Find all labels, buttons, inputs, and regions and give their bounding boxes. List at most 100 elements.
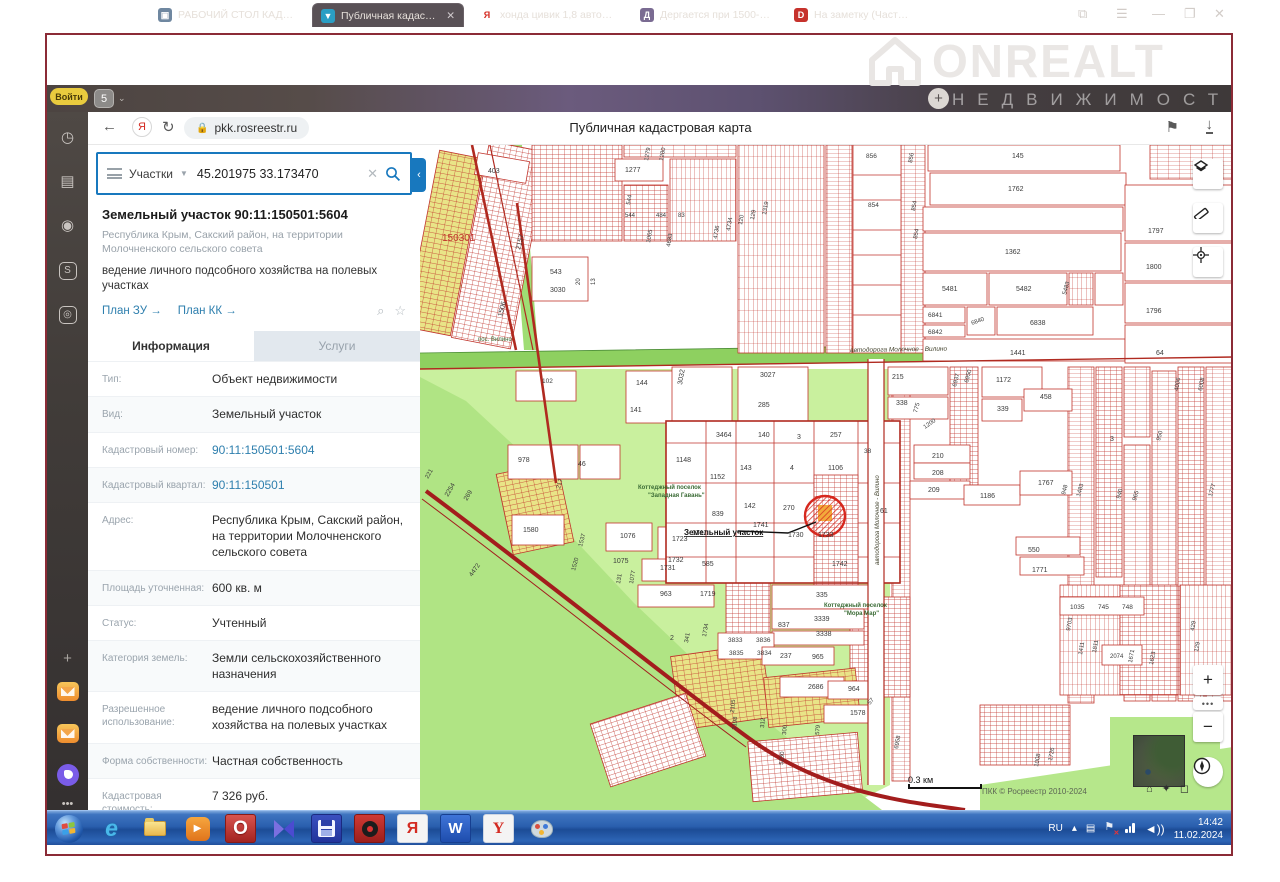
address-bar[interactable]: 🔒 pkk.rosreestr.ru — [184, 117, 310, 139]
parcel-number-label: 3339 — [814, 616, 830, 623]
parcel-number-label: 6937 — [952, 372, 961, 387]
clock[interactable]: 14:42 11.02.2024 — [1174, 816, 1227, 842]
tab-close-icon[interactable]: ✕ — [446, 9, 455, 22]
home-icon[interactable]: ⌂ — [1146, 783, 1162, 795]
chevron-down-icon[interactable]: ▼ — [180, 169, 188, 178]
services-icon[interactable]: S — [47, 260, 88, 280]
back-button[interactable]: ← — [102, 118, 117, 135]
parcel-number-label: 854 — [911, 200, 919, 212]
parcel-number-label: 141 — [630, 407, 642, 414]
screenshot-icon[interactable]: ◎ — [47, 304, 88, 324]
cadastral-number-link[interactable]: 90:11:150501:5604 — [212, 442, 315, 457]
favorite-star-icon[interactable]: ☆ — [394, 303, 406, 319]
plan-kk-link[interactable]: План КК → — [177, 305, 237, 318]
zoom-levels-button[interactable]: ••• — [1193, 697, 1223, 710]
play-icon: ▶ — [185, 816, 210, 841]
word-button[interactable]: W — [440, 814, 471, 843]
red-eye-app-button[interactable] — [354, 814, 385, 843]
locate-button[interactable] — [1193, 247, 1223, 277]
clipboard-tray-icon[interactable]: ▤ — [1085, 823, 1096, 834]
tab-honda-civic[interactable]: Я хонда цивик 1,8 автомат — [472, 3, 626, 27]
menu-icon[interactable]: ☰ — [1116, 6, 1128, 21]
zoom-in-button[interactable]: + — [1193, 665, 1223, 695]
clear-search-icon[interactable]: ✕ — [367, 165, 378, 181]
parcel-number-label: 3836 — [756, 637, 771, 644]
new-tab-button[interactable]: + — [928, 88, 949, 109]
language-indicator[interactable]: RU — [1048, 823, 1063, 834]
volume-icon[interactable]: ◄)) — [1144, 821, 1165, 836]
tray-expand-icon[interactable]: ▴ — [1071, 823, 1077, 834]
parcel-number-label: 1777 — [1208, 482, 1217, 497]
download-icon[interactable]: ↓ — [1205, 116, 1213, 134]
parcel-number-label: 1106 — [828, 465, 843, 472]
compass-button[interactable] — [1193, 757, 1223, 787]
parcel-number-label: 940 — [1116, 488, 1125, 500]
layers-button[interactable] — [1193, 159, 1223, 189]
video-icon[interactable]: ◉ — [60, 217, 75, 234]
opera-button-active[interactable]: O — [225, 814, 256, 843]
mail-icon[interactable] — [47, 682, 88, 705]
signal-bars-icon[interactable] — [1125, 820, 1136, 838]
start-button[interactable] — [53, 814, 84, 843]
star-icon[interactable]: ✦ — [1161, 783, 1180, 795]
selected-parcel-circle[interactable] — [803, 494, 847, 538]
measure-button[interactable] — [1193, 203, 1223, 233]
close-button[interactable]: ✕ — [1214, 6, 1225, 21]
bookmark-flag-icon[interactable]: ⚑ — [1165, 119, 1179, 136]
tab-group-counter[interactable]: 5 — [94, 89, 114, 108]
yandex-browser-button[interactable]: Я — [397, 814, 428, 843]
parcel-number-label: 1172 — [996, 377, 1011, 384]
internet-explorer-button[interactable]: e — [96, 814, 127, 843]
paint-button[interactable] — [526, 814, 557, 843]
map-footer-icons: ⌂✦◻ — [1146, 782, 1198, 795]
feed-icon[interactable]: ▤ — [60, 173, 75, 190]
media-player-button[interactable]: ▶ — [182, 814, 213, 843]
menu-hamburger-icon[interactable] — [107, 168, 122, 179]
yandex-icon[interactable]: Я — [132, 117, 152, 137]
tab-cadastre-desktop[interactable]: ▣ РАБОЧИЙ СТОЛ КАДАСТР — [150, 3, 306, 27]
more-dots-icon[interactable]: ••• — [61, 798, 74, 810]
yandex-search-button[interactable]: Y — [483, 814, 514, 843]
tab-note[interactable]: D На заметку (Частичная за — [786, 3, 922, 27]
zoom-out-button[interactable]: − — [1193, 712, 1223, 742]
parcel-number-label: 429 — [1190, 620, 1198, 632]
map-canvas[interactable]: автодорога Молочное - Вилино автодорога … — [420, 145, 1233, 810]
mail-beta-icon[interactable] — [47, 724, 88, 747]
parcel-number-label: 1726 — [1048, 747, 1056, 762]
alice-icon[interactable] — [47, 764, 88, 790]
refresh-icon[interactable]: ↻ — [162, 119, 175, 136]
tab-panel-icon[interactable]: ⧉ — [1078, 6, 1088, 21]
search-icon[interactable] — [385, 166, 401, 182]
parcel-number-label: 1811 — [1092, 639, 1100, 653]
search-input[interactable] — [194, 165, 361, 182]
save-app-button[interactable] — [311, 814, 342, 843]
parcel-number-label: 1362 — [1005, 249, 1021, 256]
tab-public-cadastral-map[interactable]: ▼ Публичная кадастрова ✕ — [312, 3, 464, 27]
history-icon[interactable]: ◷ — [60, 129, 75, 146]
preview-icon[interactable]: ⌕ — [377, 303, 385, 319]
parcel-number-label: 2157 — [515, 234, 526, 251]
search-box[interactable]: Участки ▼ ✕ — [96, 152, 412, 195]
add-panel-icon[interactable]: + — [63, 650, 72, 667]
parcel-number-label: "Западная Гавань" — [648, 493, 705, 499]
minimize-button[interactable]: — — [1152, 6, 1165, 21]
fullscreen-icon[interactable]: ◻ — [1179, 783, 1199, 795]
cadastral-map-svg[interactable]: автодорога Молочное - Вилино автодорога … — [420, 145, 1233, 810]
parcel-number-label: 1762 — [1008, 186, 1024, 193]
parcel-number-label: 2198 — [732, 716, 739, 730]
browser-login-button[interactable]: Войти — [50, 88, 88, 105]
restore-button[interactable]: ❐ — [1184, 6, 1196, 21]
network-error-icon[interactable] — [1104, 820, 1119, 837]
satellite-preview-thumbnail[interactable] — [1133, 735, 1185, 787]
plan-zu-link[interactable]: План ЗУ → — [102, 305, 162, 318]
file-explorer-button[interactable] — [139, 814, 170, 843]
tab-services[interactable]: Услуги — [318, 339, 356, 354]
panel-collapse-button[interactable]: ‹ — [412, 158, 426, 192]
parcel-number-label: Коттеджный поселок — [638, 484, 701, 491]
search-category-select[interactable]: Участки — [129, 166, 173, 181]
cadastral-quarter-link[interactable]: 90:11:150501 — [212, 477, 285, 492]
tab-information[interactable]: Информация — [88, 331, 254, 362]
chevron-down-icon[interactable]: ⌄ — [118, 93, 126, 103]
tab-jerking-1500-2200[interactable]: Д Дергается при 1500-2200 — [632, 3, 782, 27]
kmplayer-button[interactable] — [268, 814, 299, 843]
